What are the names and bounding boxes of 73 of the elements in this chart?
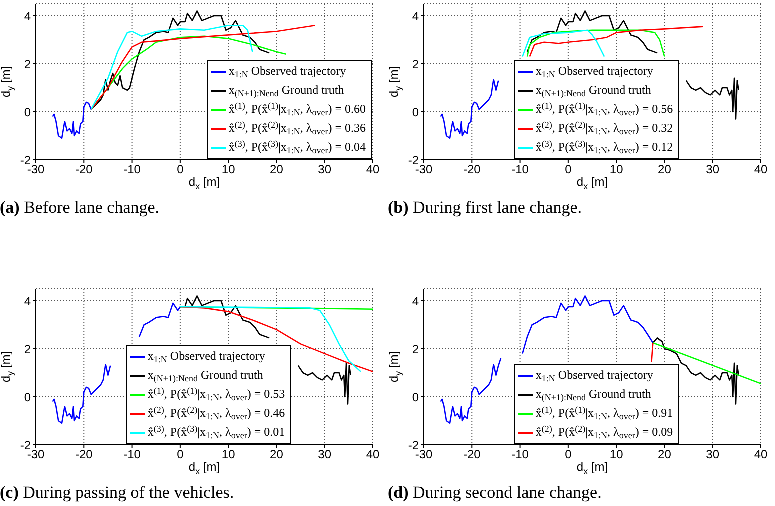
x-tick-label: 40 [754,162,768,177]
y-tick-label: 2 [412,57,420,72]
text: x̂$^{(2)}$, P(x̂$^{(2)}$|x$_{1:N}$, λ$_{over}$) = 0.32 [536,120,674,136]
x-tick-label: -20 [463,162,482,177]
x-tick-label: 10 [610,448,624,462]
line-series [529,26,704,58]
x-axis-title: d$_{x}$ [m] [188,175,220,192]
x-tick-label: -10 [124,162,142,177]
text: (b) During first lane change. [388,198,582,218]
x-tick-label: 40 [366,448,380,462]
x-tick-label: 40 [754,448,768,462]
text: x̂$^{(2)}$, P(x̂$^{(2)}$|x$_{1:N}$, λ$_{over}$) = 0.36 [228,120,366,136]
x-tick-label: -20 [463,448,482,462]
text: x̂$^{(3)}$, P(x̂$^{(3)}$|x$_{1:N}$, λ$_{over}$) = 0.12 [536,138,674,156]
y-tick-label: 4 [412,9,420,24]
x-tick-label: 0 [177,162,184,177]
legend-label: x$_{(N+1):N}$$_{end}$ Ground truth [536,386,652,404]
y-tick-label: 2 [412,342,420,356]
text: x̂$^{(2)}$, P(x̂$^{(2)}$|x$_{1:N}$, λ$_{over}$) = 0.09 [536,424,674,440]
x-tick-label: 0 [177,448,184,462]
line-series [522,30,606,58]
x-tick-label: -10 [512,448,530,462]
text: x̂$^{(1)}$, P(x̂$^{(1)}$|x$_{1:N}$, λ$_{over}$) = 0.91 [536,404,674,422]
legend-label: x$_{1:N}$ Observed trajectory [148,348,266,366]
legend-label: x$_{1:N}$ Observed trajectory [536,367,654,385]
x-tick-label: 40 [366,162,380,177]
legend-label: x$_{(N+1):N}$$_{end}$ Ground truth [228,82,344,100]
x-tick-label: 20 [270,448,284,462]
x-tick-label: 20 [658,448,672,462]
y-tick-label: 2 [24,57,32,72]
x-tick-label: 30 [706,448,720,462]
x-tick-label: 30 [706,162,720,177]
x-axis-title: d$_{x}$ [m] [576,175,608,192]
x-tick-label: 10 [222,448,236,462]
y-tick-label: 2 [24,342,32,356]
x-tick-label: 30 [318,162,332,177]
y-tick-label: 0 [24,390,32,404]
legend-label: x$_{1:N}$ Observed trajectory [228,63,346,81]
text: x̂$^{(3)}$, P(x̂$^{(3)}$|x$_{1:N}$, λ$_{over}$) = 0.04 [228,138,366,156]
x-tick-label: 0 [565,162,572,177]
text: x̂$^{(2)}$, P(x̂$^{(2)}$|x$_{1:N}$, λ$_{over}$) = 0.46 [148,404,286,422]
legend-label: x$_{(N+1):N}$$_{end}$ Ground truth [536,82,652,100]
x-axis-title: d$_{x}$ [m] [576,460,608,477]
text: x̂$^{(1)}$, P(x̂$^{(1)}$|x$_{1:N}$, λ$_{over}$) = 0.53 [148,386,286,402]
text: x̂$^{(1)}$, P(x̂$^{(1)}$|x$_{1:N}$, λ$_{over}$) = 0.56 [536,100,674,118]
legend-label: x$_{1:N}$ Observed trajectory [536,63,654,81]
y-tick-label: 4 [24,294,32,308]
x-tick-label: 20 [658,162,672,177]
text: (d) During second lane change. [388,483,602,503]
y-tick-label: 0 [412,105,420,120]
y-tick-label: 4 [412,294,420,308]
y-tick-label: 0 [412,390,420,404]
text: (a) Before lane change. [0,198,160,218]
x-tick-label: 10 [222,162,236,177]
x-tick-label: -20 [75,162,94,177]
line-series [52,102,92,140]
legend-label: x$_{(N+1):N}$$_{end}$ Ground truth [148,367,264,385]
x-tick-label: 20 [270,162,284,177]
x-tick-label: 10 [610,162,624,177]
line-series [652,338,740,405]
x-axis-title: d$_{x}$ [m] [188,460,220,477]
x-tick-label: -10 [512,162,530,177]
x-tick-label: 0 [565,448,572,462]
x-tick-label: -10 [124,448,142,462]
text: (c) During passing of the vehicles. [0,483,234,503]
line-series [440,78,500,140]
y-tick-label: 0 [24,105,32,120]
x-tick-label: 30 [318,448,332,462]
text: x̂$^{(3)}$, P(x̂$^{(3)}$|x$_{1:N}$, λ$_{over}$) = 0.01 [148,424,286,440]
text: x̂$^{(1)}$, P(x̂$^{(1)}$|x$_{1:N}$, λ$_{over}$) = 0.60 [228,100,366,118]
line-series [526,30,666,58]
x-tick-label: -20 [75,448,94,462]
y-tick-label: 4 [24,9,32,24]
